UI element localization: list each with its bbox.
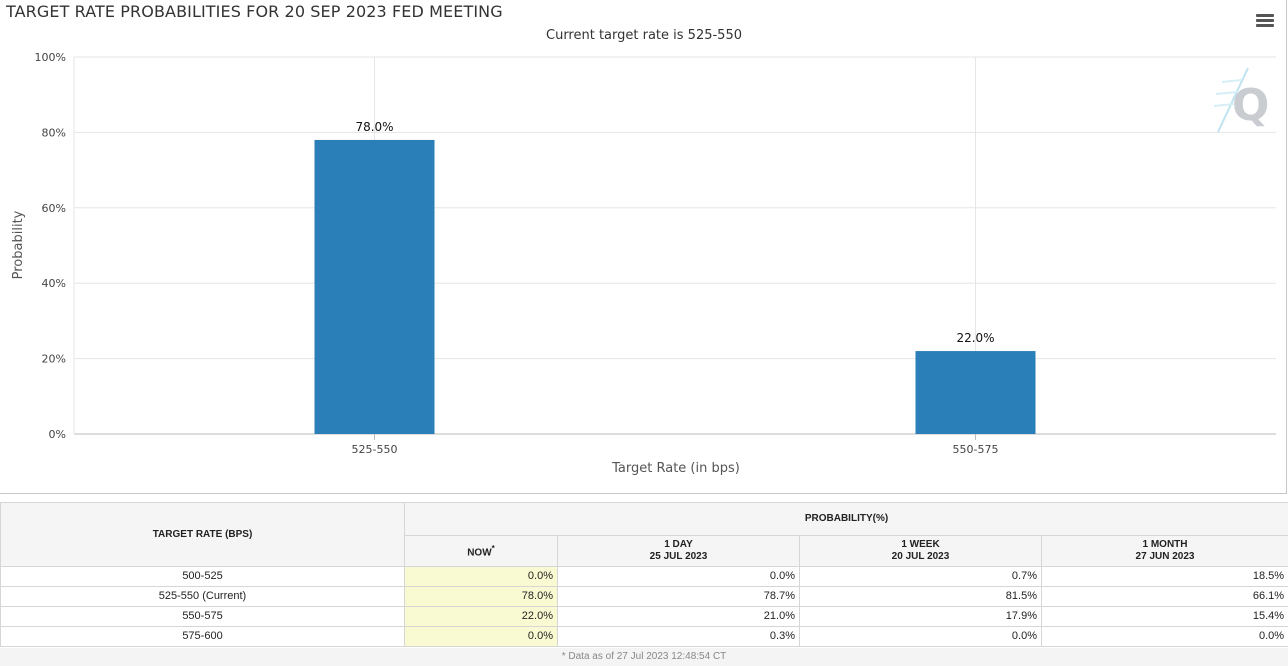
y-tick-label: 80% xyxy=(42,126,66,139)
svg-text:Q: Q xyxy=(1232,80,1269,131)
y-tick-label: 0% xyxy=(49,428,66,441)
bar-data-label: 78.0% xyxy=(355,120,393,134)
q-logo-icon: Q xyxy=(1213,67,1269,133)
chart-subtitle: Current target rate is 525-550 xyxy=(546,28,742,43)
grid-lines xyxy=(73,56,1276,435)
header-target-rate: TARGET RATE (BPS) xyxy=(0,502,405,567)
rate-cell: 500-525 xyxy=(0,566,405,587)
data-timestamp-footnote: * Data as of 27 Jul 2023 12:48:54 CT xyxy=(0,648,1288,666)
header-1-week-date: 20 JUL 2023 xyxy=(891,551,950,562)
axes: 0% 20% 40% 60% 80% 100% 525-550 550-575 xyxy=(35,51,999,456)
rate-cell: 525-550 (Current) xyxy=(0,586,405,607)
table-row: 575-600 0.0% 0.3% 0.0% 0.0% xyxy=(0,626,1288,647)
week-cell: 81.5% xyxy=(799,586,1042,607)
day-cell: 0.3% xyxy=(557,626,800,647)
y-axis-title: Probability xyxy=(11,210,26,279)
header-probability: PROBABILITY(%) xyxy=(403,502,1288,536)
now-cell: 0.0% xyxy=(404,566,558,587)
day-cell: 21.0% xyxy=(557,606,800,627)
bar[interactable] xyxy=(915,351,1036,434)
chart-panel: TARGET RATE PROBABILITIES FOR 20 SEP 202… xyxy=(0,0,1287,494)
y-tick-label: 20% xyxy=(42,353,66,366)
rate-cell: 575-600 xyxy=(0,626,405,647)
header-1-week-label: 1 WEEK xyxy=(901,539,940,550)
table-row: 525-550 (Current) 78.0% 78.7% 81.5% 66.1… xyxy=(0,586,1288,607)
header-now-mark: * xyxy=(491,543,495,553)
table-row: 500-525 0.0% 0.0% 0.7% 18.5% xyxy=(0,566,1288,587)
probability-table-wrap: TARGET RATE (BPS) PROBABILITY(%) NOW* 1 … xyxy=(0,502,1288,647)
header-1-day-date: 25 JUL 2023 xyxy=(649,551,708,562)
chart-title: TARGET RATE PROBABILITIES FOR 20 SEP 202… xyxy=(6,2,503,21)
rate-cell: 550-575 xyxy=(0,606,405,627)
month-cell: 0.0% xyxy=(1040,626,1288,647)
header-1-day-label: 1 DAY xyxy=(664,539,693,550)
y-tick-label: 100% xyxy=(35,51,66,64)
bar-data-label: 22.0% xyxy=(956,331,994,345)
month-cell: 18.5% xyxy=(1040,566,1288,587)
y-tick-label: 60% xyxy=(42,202,66,215)
hamburger-menu-icon[interactable] xyxy=(1256,14,1274,28)
x-tick-label: 550-575 xyxy=(953,443,999,456)
bar-chart: 78.0% 22.0% 0% 20% 40% 60% 80% 100% 525-550 550-… xyxy=(11,51,1276,476)
y-tick-label: 40% xyxy=(42,277,66,290)
x-axis-title: Target Rate (in bps) xyxy=(611,461,740,476)
bar[interactable] xyxy=(314,139,435,434)
week-cell: 0.0% xyxy=(799,626,1042,647)
header-now-label: NOW xyxy=(467,547,492,559)
header-now: NOW* xyxy=(404,535,558,567)
x-tick-label: 525-550 xyxy=(352,443,398,456)
header-1-month-date: 27 JUN 2023 xyxy=(1135,551,1195,562)
week-cell: 17.9% xyxy=(799,606,1042,627)
probability-table: TARGET RATE (BPS) PROBABILITY(%) NOW* 1 … xyxy=(0,502,1288,647)
header-1-day: 1 DAY 25 JUL 2023 xyxy=(557,535,800,567)
now-cell: 22.0% xyxy=(404,606,558,627)
table-row: 550-575 22.0% 21.0% 17.9% 15.4% xyxy=(0,606,1288,627)
week-cell: 0.7% xyxy=(799,566,1042,587)
header-1-month-label: 1 MONTH xyxy=(1142,539,1188,550)
bars: 78.0% 22.0% xyxy=(314,120,1036,434)
now-cell: 0.0% xyxy=(404,626,558,647)
month-cell: 66.1% xyxy=(1040,586,1288,607)
header-1-month: 1 MONTH 27 JUN 2023 xyxy=(1040,535,1288,567)
header-1-week: 1 WEEK 20 JUL 2023 xyxy=(799,535,1042,567)
day-cell: 0.0% xyxy=(557,566,800,587)
day-cell: 78.7% xyxy=(557,586,800,607)
now-cell: 78.0% xyxy=(404,586,558,607)
month-cell: 15.4% xyxy=(1040,606,1288,627)
